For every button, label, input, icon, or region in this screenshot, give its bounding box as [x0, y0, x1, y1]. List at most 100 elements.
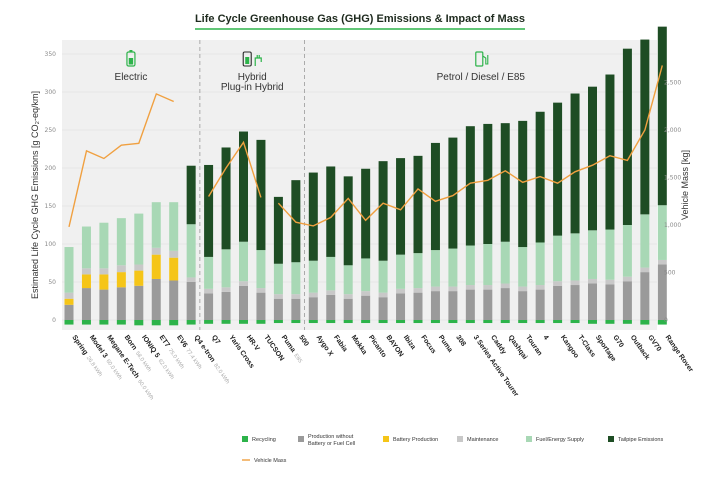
model-sub: E85: [292, 353, 303, 364]
category-name: 308: [454, 334, 466, 348]
bar-segment: [186, 165, 196, 225]
bar-segment: [553, 281, 563, 286]
plot-background: [62, 40, 657, 330]
model-name: Picanto: [367, 334, 387, 359]
bar-segment: [134, 264, 144, 271]
x-label: IONIQ 562.0 kWh: [140, 334, 176, 381]
x-label: Model 360.0 kWh: [88, 334, 123, 381]
bar-segment: [361, 168, 371, 259]
model-name: Ibiza: [402, 334, 417, 351]
bar-segment: [396, 293, 406, 320]
bar-segment: [448, 286, 458, 292]
pump-hose: [482, 55, 489, 65]
bar-segment: [221, 291, 231, 320]
x-label: Range Rover: [664, 334, 695, 374]
bar-segment: [99, 268, 109, 275]
bar-segment: [448, 137, 458, 249]
bar-segment: [204, 256, 214, 289]
y-tick-label: 250: [45, 127, 57, 134]
bar-segment: [535, 320, 545, 324]
y2-tick-label: 2,000: [664, 127, 681, 134]
battery-charge: [245, 57, 250, 64]
bar-segment: [553, 320, 563, 324]
legend-label: Battery Production: [393, 437, 438, 443]
bar-segment: [553, 285, 563, 320]
model-sub: 82.0 kWh: [212, 363, 230, 385]
bar-segment: [116, 218, 126, 266]
bar-segment: [361, 295, 371, 320]
bar-segment: [361, 258, 371, 292]
bar-segment: [535, 242, 545, 286]
bar-segment: [640, 272, 650, 320]
bar-segment: [326, 256, 336, 291]
bar-segment: [116, 265, 126, 273]
battery-icon: [126, 50, 136, 67]
y2-tick-label: 1,500: [664, 175, 681, 182]
bar-segment: [221, 249, 231, 288]
category-name: Puma: [437, 334, 454, 354]
x-label: Caddy: [489, 334, 507, 356]
bar-segment: [588, 320, 597, 324]
bar-segment: [378, 161, 388, 261]
bar-segment: [622, 48, 632, 226]
bar-segment: [483, 320, 493, 324]
bar-segment: [640, 320, 650, 325]
model-name: Megane E-Tech: [105, 334, 140, 380]
y-tick-label: 50: [48, 279, 56, 286]
x-label: 4: [542, 334, 550, 341]
bar-segment: [186, 320, 196, 325]
model-name: EV6: [175, 334, 188, 349]
model-name: Caddy: [489, 334, 507, 356]
bar-segment: [657, 264, 667, 320]
y-tick-label: 100: [45, 241, 57, 248]
legend-swatch: [526, 436, 532, 442]
x-label: 308: [454, 334, 466, 348]
category-name: Ibiza: [402, 334, 417, 351]
model-name: Q7: [210, 334, 221, 346]
bar-segment: [413, 253, 423, 289]
category-name: G70: [611, 334, 624, 349]
bar-segment: [134, 285, 144, 320]
bar-segment: [256, 288, 266, 293]
chart-title: Life Cycle Greenhouse Gas (GHG) Emission…: [195, 13, 525, 25]
category-name: IONIQ 562.0 kWh: [140, 334, 176, 381]
bar-segment: [81, 274, 91, 289]
bar-segment: [64, 320, 74, 325]
model-sub: 60.0 kWh: [104, 359, 122, 381]
bar-segment: [221, 287, 231, 292]
bar-segment: [483, 285, 493, 290]
model-name: ET7: [158, 334, 171, 349]
bar-segment: [605, 284, 615, 320]
legend-swatch: [242, 436, 248, 442]
legend-label: Recycling: [252, 437, 276, 443]
bar-segment: [413, 320, 423, 324]
bar-segment: [553, 235, 563, 282]
bar-segment: [500, 320, 510, 324]
vehicle-mass-line: [68, 65, 663, 228]
bar-segment: [657, 26, 667, 206]
model-name: HR-V: [245, 334, 261, 352]
x-label: Puma: [437, 334, 454, 354]
bar-segment: [605, 229, 615, 280]
bar-segment: [169, 280, 179, 320]
bar-segment: [588, 86, 597, 231]
bar-segment: [378, 297, 388, 320]
model-name: Range Rover: [664, 334, 695, 374]
bar-segment: [116, 320, 126, 325]
bar-segment: [273, 294, 283, 299]
bar-segment: [413, 155, 423, 254]
bar-segment: [465, 245, 475, 286]
bar-segment: [361, 320, 371, 324]
bar-segment: [64, 298, 74, 305]
x-label: 500: [297, 334, 309, 348]
bar-segment: [343, 176, 353, 266]
bar-segment: [64, 292, 74, 299]
bar-segment: [81, 288, 91, 320]
model-name: Mokka: [350, 334, 368, 356]
bar-segment: [256, 292, 266, 320]
bar-segment: [169, 250, 179, 258]
x-label: GV70: [646, 334, 662, 353]
y-axis-ticks: 0 50 100 150 200 250 300 350: [45, 51, 57, 324]
bar-segment: [588, 278, 597, 284]
bar-segment: [413, 288, 423, 293]
